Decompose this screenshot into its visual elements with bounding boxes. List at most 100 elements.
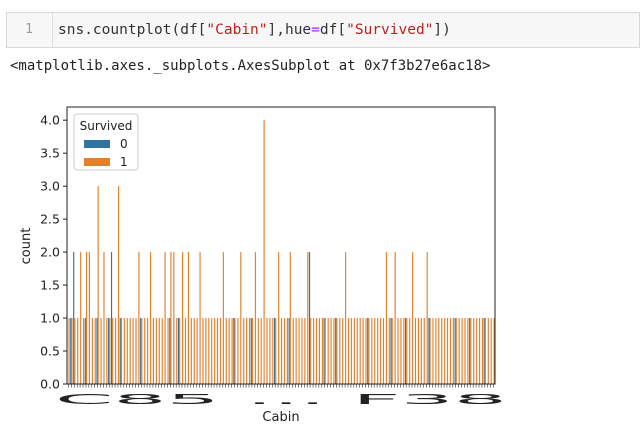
bar-1-49 — [211, 318, 213, 384]
bar-1-48 — [208, 318, 210, 384]
bar-1-83 — [310, 318, 312, 384]
y-tick-label: 3.0 — [40, 179, 60, 194]
bar-1-135 — [461, 318, 463, 384]
legend-label-0: 0 — [120, 137, 128, 151]
bar-1-90 — [330, 318, 332, 384]
bar-0-71 — [274, 318, 276, 384]
bar-1-17 — [117, 186, 120, 384]
bar-1-125 — [432, 318, 434, 384]
code-line[interactable]: sns.countplot(df["Cabin"],hue=df["Surviv… — [58, 13, 451, 47]
y-tick-label: 0.5 — [40, 344, 60, 359]
bar-0-76 — [288, 318, 290, 384]
bar-1-25 — [141, 318, 143, 384]
bar-1-60 — [243, 318, 245, 384]
bar-1-116 — [406, 318, 408, 384]
bar-0-6 — [84, 318, 86, 384]
bar-1-59 — [240, 252, 242, 384]
bar-1-80 — [301, 318, 303, 384]
bar-1-3 — [77, 318, 79, 384]
bar-1-110 — [388, 318, 390, 384]
code-token: = — [311, 22, 320, 38]
bar-1-29 — [152, 318, 155, 384]
bar-1-31 — [158, 318, 160, 384]
bar-1-111 — [391, 318, 393, 384]
bar-0-103 — [367, 318, 369, 384]
bar-1-103 — [368, 318, 370, 384]
legend-swatch-1 — [84, 158, 110, 166]
bar-1-109 — [385, 252, 387, 384]
bar-1-95 — [345, 252, 347, 384]
bar-1-16 — [115, 318, 117, 384]
bar-1-11 — [100, 318, 102, 384]
bar-1-70 — [272, 318, 274, 384]
bar-1-140 — [476, 318, 478, 384]
bar-0-18 — [119, 318, 121, 384]
bar-1-96 — [347, 318, 350, 384]
y-tick-label: 1.0 — [40, 311, 60, 326]
bar-1-107 — [379, 318, 382, 384]
bar-1-0 — [68, 318, 70, 384]
bar-1-52 — [219, 318, 222, 384]
bar-1-66 — [260, 318, 262, 384]
code-cell-input[interactable]: 1 sns.countplot(df["Cabin"],hue=df["Surv… — [6, 12, 640, 48]
bar-1-131 — [449, 318, 452, 384]
bar-1-46 — [202, 318, 204, 384]
bar-0-88 — [323, 318, 325, 384]
bar-1-91 — [333, 318, 335, 384]
bar-1-35 — [170, 252, 172, 384]
bar-1-114 — [400, 318, 402, 384]
bar-1-12 — [103, 252, 105, 384]
code-token: df[ — [319, 22, 347, 38]
bar-1-76 — [289, 252, 291, 384]
bar-1-7 — [88, 252, 90, 384]
legend-title: Survived — [80, 119, 133, 133]
bar-1-42 — [190, 318, 192, 384]
bar-1-86 — [318, 318, 321, 384]
y-tick-label: 3.5 — [40, 146, 60, 161]
bar-1-121 — [420, 318, 422, 384]
bar-1-141 — [478, 318, 481, 384]
bar-1-30 — [155, 318, 157, 384]
bar-1-37 — [176, 318, 178, 384]
bar-0-35 — [169, 318, 171, 384]
bar-1-38 — [179, 318, 181, 384]
bar-1-88 — [324, 318, 326, 384]
bar-1-28 — [149, 252, 152, 384]
bar-1-55 — [228, 318, 230, 384]
bar-1-93 — [339, 318, 341, 384]
y-tick-label: 1.5 — [40, 278, 60, 293]
bar-1-123 — [426, 252, 428, 384]
y-tick-label: 4.0 — [40, 113, 60, 128]
bar-1-113 — [397, 318, 399, 384]
legend: Survived 0 1 — [73, 113, 139, 171]
bar-0-143 — [483, 318, 485, 384]
y-tick-label: 0.0 — [40, 377, 60, 392]
bar-1-43 — [193, 318, 195, 384]
bar-0-133 — [454, 318, 456, 384]
bar-1-75 — [286, 318, 288, 384]
code-token: ],hue — [267, 22, 312, 38]
y-axis-label: count — [19, 228, 34, 265]
code-token: "Cabin" — [206, 22, 268, 38]
bar-1-139 — [473, 318, 475, 384]
y-tick-label: 2.5 — [40, 212, 60, 227]
code-token: ]) — [433, 22, 451, 38]
bar-1-20 — [126, 318, 128, 384]
bar-1-23 — [135, 318, 137, 384]
bar-0-92 — [335, 318, 337, 384]
bar-1-92 — [336, 318, 338, 384]
bar-1-128 — [441, 318, 443, 384]
bar-1-122 — [423, 318, 425, 384]
bar-1-15 — [112, 318, 114, 384]
bar-1-105 — [374, 318, 376, 384]
code-token: sns.countplot(df[ — [58, 22, 207, 38]
bar-0-15 — [110, 252, 113, 384]
bar-1-78 — [295, 318, 297, 384]
line-number: 1 — [25, 22, 33, 37]
y-tick-label: 2.0 — [40, 245, 60, 260]
bar-1-100 — [359, 318, 361, 384]
bar-0-124 — [428, 318, 430, 384]
bar-1-119 — [414, 318, 417, 384]
bar-1-127 — [438, 318, 440, 384]
bar-1-58 — [237, 318, 239, 384]
